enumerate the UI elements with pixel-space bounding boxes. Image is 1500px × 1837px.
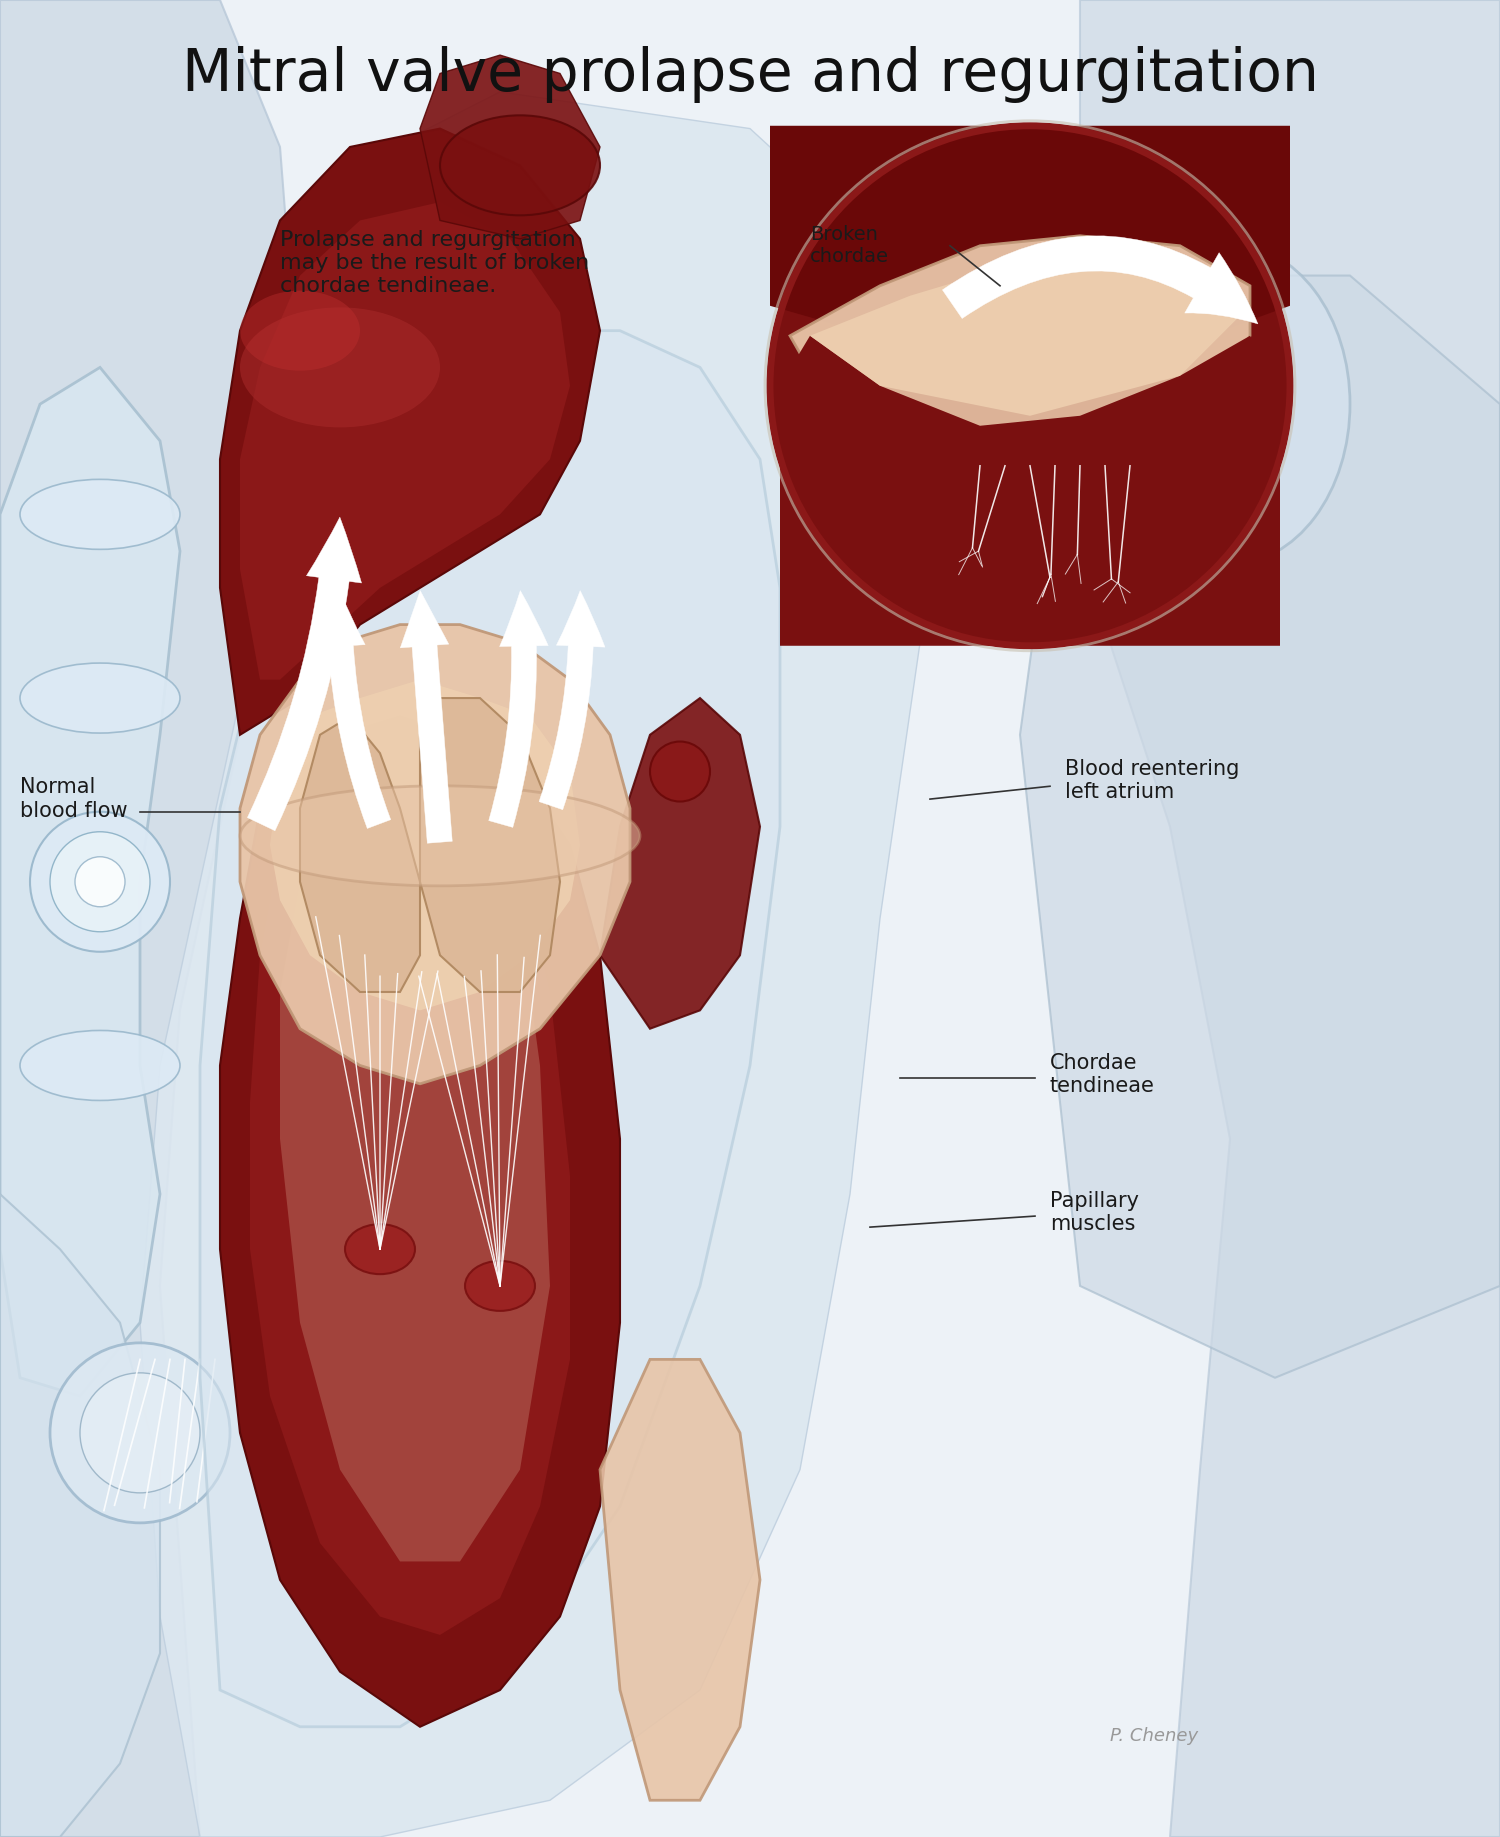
Polygon shape bbox=[240, 202, 570, 680]
Text: Chordae
tendineae: Chordae tendineae bbox=[1050, 1053, 1155, 1097]
Text: Prolapse and regurgitation
may be the result of broken
chordae tendineae.: Prolapse and regurgitation may be the re… bbox=[280, 230, 590, 296]
Text: Blood reentering
left atrium: Blood reentering left atrium bbox=[1065, 759, 1239, 803]
Polygon shape bbox=[220, 129, 600, 735]
Polygon shape bbox=[270, 680, 580, 1010]
Ellipse shape bbox=[50, 832, 150, 931]
Ellipse shape bbox=[465, 1260, 536, 1312]
Ellipse shape bbox=[345, 1223, 416, 1275]
Polygon shape bbox=[780, 336, 1280, 647]
Ellipse shape bbox=[240, 786, 640, 885]
Text: P. Cheney: P. Cheney bbox=[1110, 1727, 1198, 1745]
Ellipse shape bbox=[240, 290, 360, 371]
Polygon shape bbox=[220, 716, 620, 1727]
Polygon shape bbox=[0, 0, 300, 1837]
Circle shape bbox=[770, 125, 1290, 647]
Ellipse shape bbox=[240, 307, 440, 428]
Polygon shape bbox=[200, 331, 780, 1727]
Text: Broken
chordae: Broken chordae bbox=[810, 226, 889, 266]
Ellipse shape bbox=[30, 812, 170, 952]
Polygon shape bbox=[0, 367, 180, 1396]
Polygon shape bbox=[0, 1194, 160, 1837]
Polygon shape bbox=[140, 92, 920, 1837]
Polygon shape bbox=[770, 125, 1290, 386]
Polygon shape bbox=[420, 698, 560, 992]
Polygon shape bbox=[420, 55, 600, 239]
Text: Normal
blood flow: Normal blood flow bbox=[20, 777, 128, 821]
Polygon shape bbox=[240, 625, 630, 1084]
Polygon shape bbox=[600, 1359, 760, 1800]
Polygon shape bbox=[251, 790, 570, 1635]
Ellipse shape bbox=[440, 116, 600, 215]
Circle shape bbox=[50, 1343, 230, 1523]
Polygon shape bbox=[1080, 0, 1500, 1837]
Text: Papillary
muscles: Papillary muscles bbox=[1050, 1190, 1138, 1234]
Polygon shape bbox=[1020, 276, 1500, 1378]
Circle shape bbox=[75, 856, 124, 907]
Polygon shape bbox=[300, 716, 420, 992]
Polygon shape bbox=[600, 698, 760, 1029]
Ellipse shape bbox=[20, 1031, 180, 1100]
Ellipse shape bbox=[1110, 244, 1350, 564]
Polygon shape bbox=[280, 827, 550, 1561]
Ellipse shape bbox=[20, 663, 180, 733]
Circle shape bbox=[80, 1372, 200, 1493]
Polygon shape bbox=[790, 235, 1250, 456]
Text: Mitral valve prolapse and regurgitation: Mitral valve prolapse and regurgitation bbox=[182, 46, 1318, 103]
Circle shape bbox=[650, 742, 710, 801]
Polygon shape bbox=[810, 255, 1250, 426]
Ellipse shape bbox=[20, 479, 180, 549]
